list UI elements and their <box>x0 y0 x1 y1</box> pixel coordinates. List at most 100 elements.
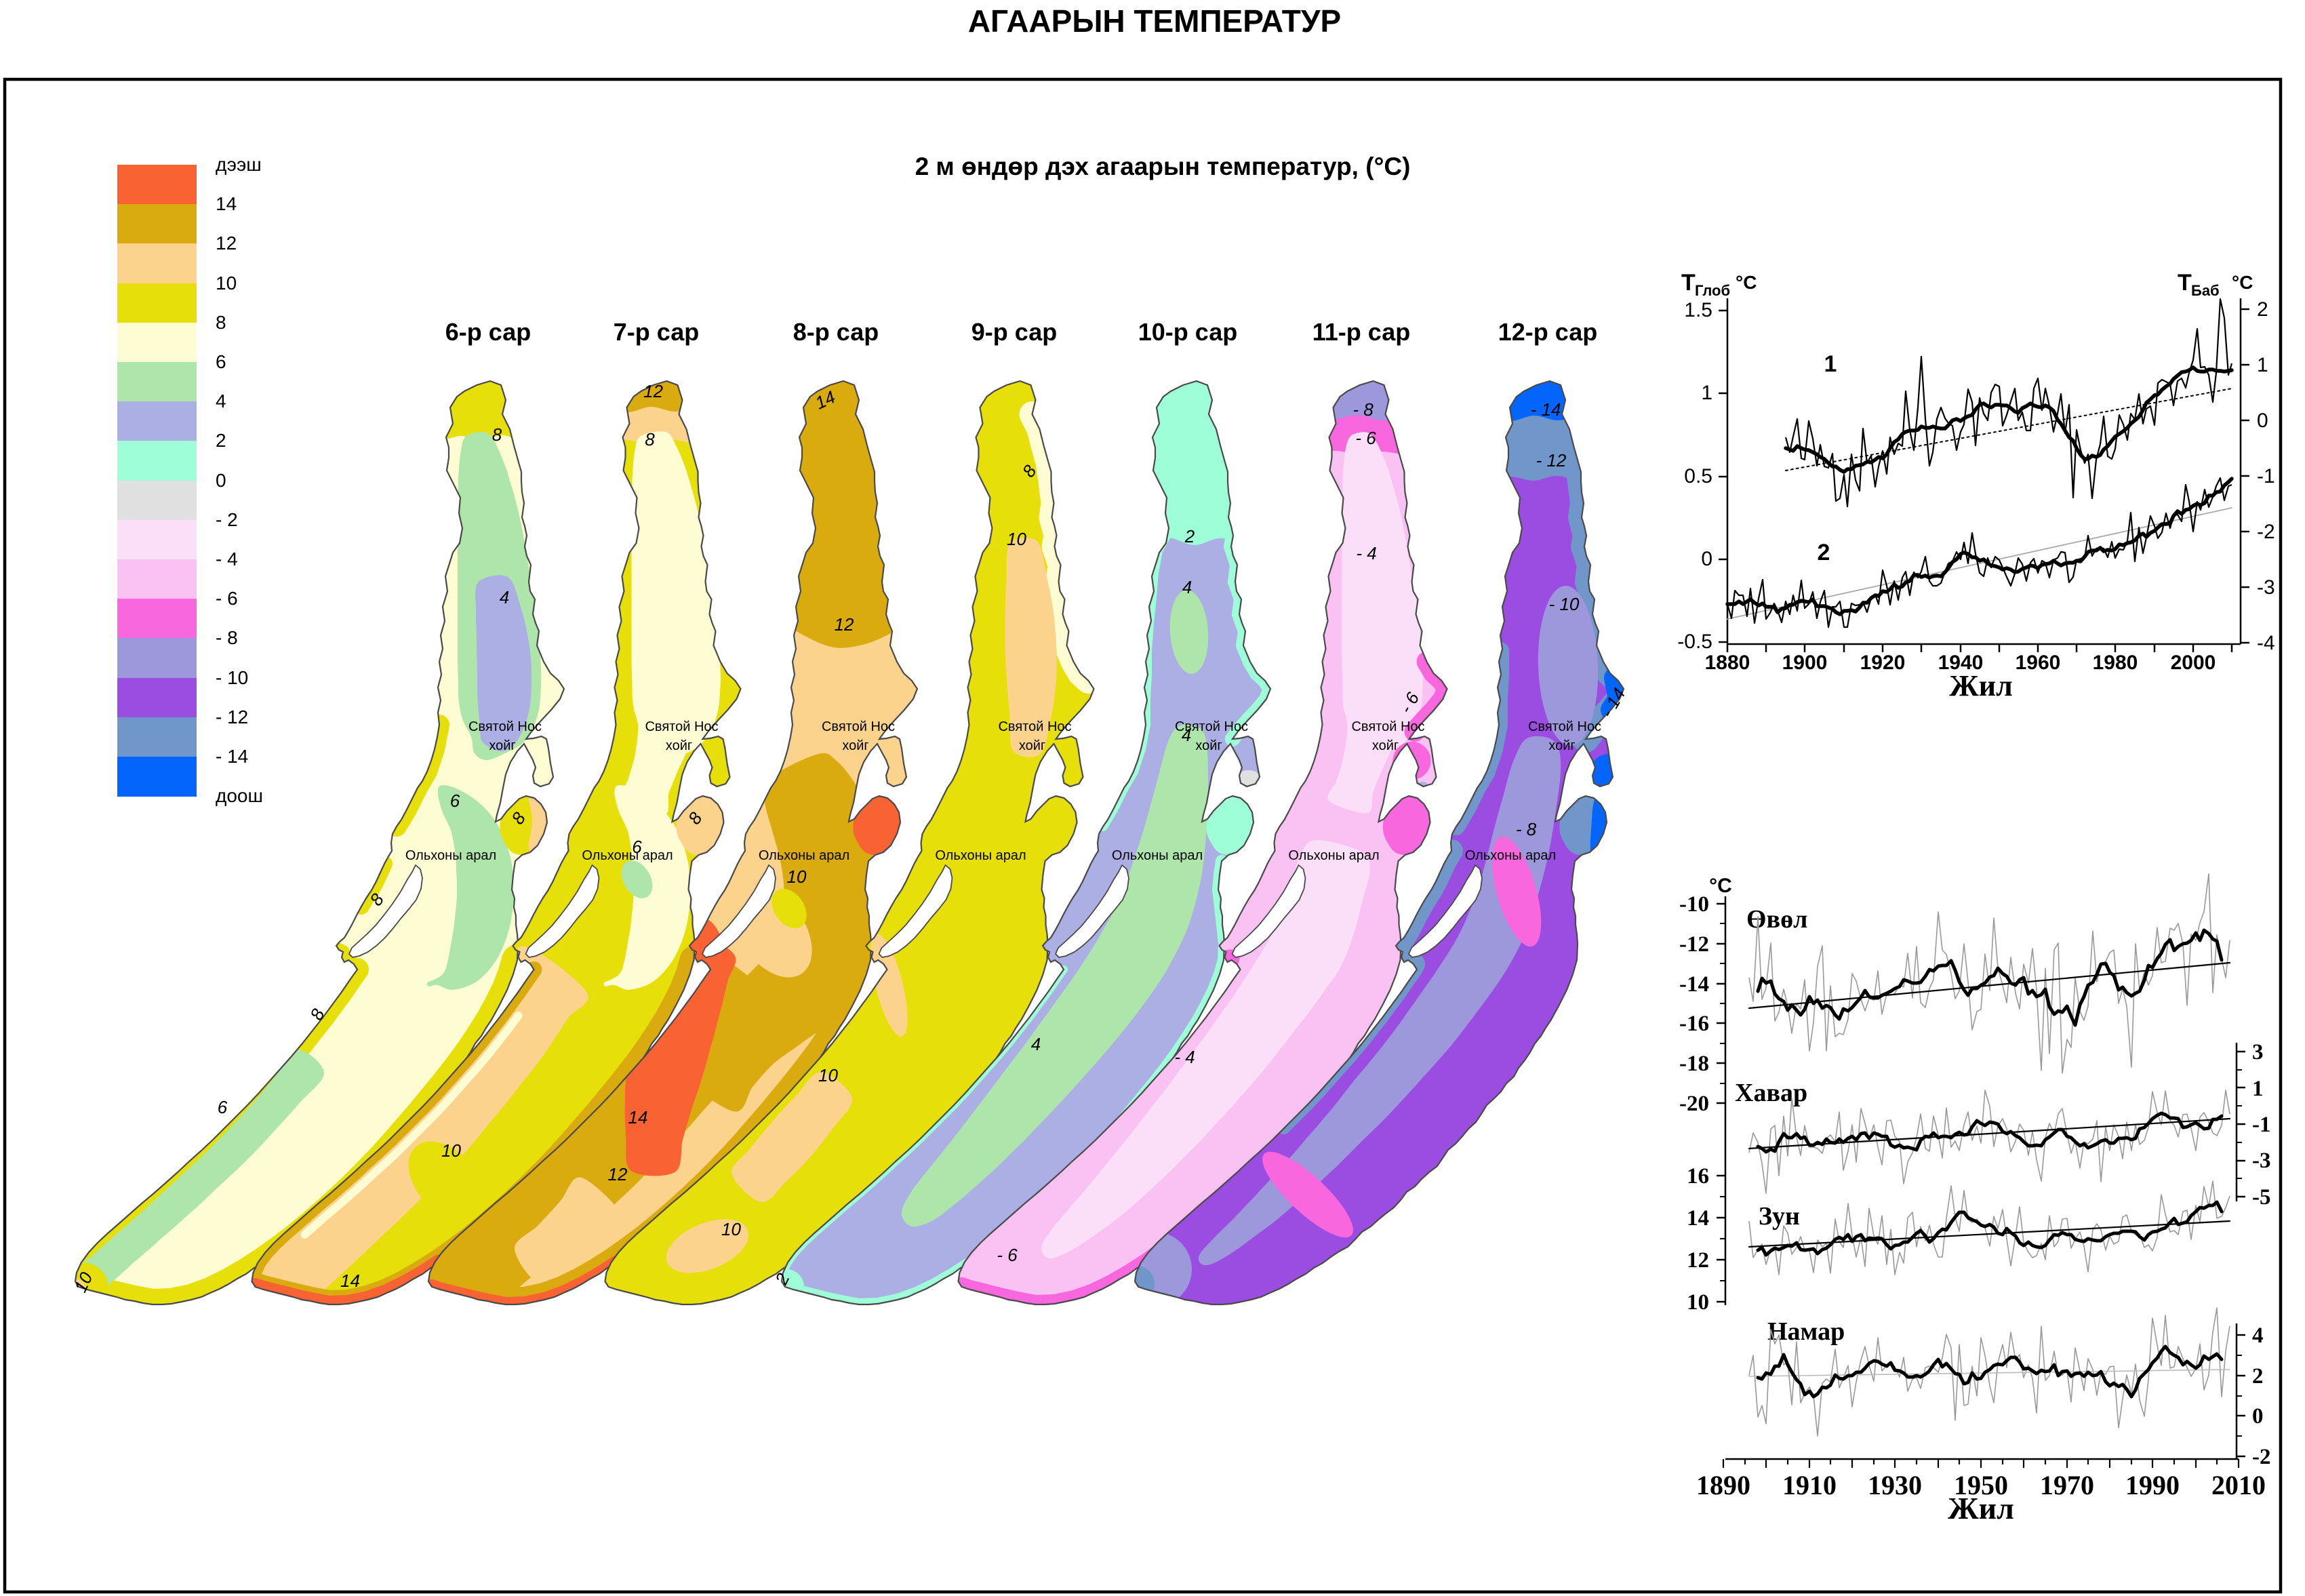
svg-text:2000: 2000 <box>2171 652 2216 674</box>
svg-text:12: 12 <box>643 381 663 401</box>
svg-text:1940: 1940 <box>1938 652 1984 674</box>
svg-text:Зун: Зун <box>1759 1202 1800 1231</box>
svg-text:2: 2 <box>216 430 226 451</box>
svg-text:- 8: - 8 <box>1516 819 1537 839</box>
svg-text:10: 10 <box>441 1140 461 1161</box>
svg-text:14: 14 <box>340 1271 360 1291</box>
svg-text:6: 6 <box>216 351 226 372</box>
svg-text:- 4: - 4 <box>1356 543 1376 563</box>
svg-text:4: 4 <box>1182 577 1192 597</box>
svg-text:4: 4 <box>2252 1323 2264 1348</box>
svg-text:1: 1 <box>2252 1077 2264 1101</box>
svg-text:12: 12 <box>835 614 854 635</box>
svg-text:-2: -2 <box>2252 1445 2271 1469</box>
svg-text:10: 10 <box>1007 529 1026 549</box>
svg-text:1980: 1980 <box>2093 652 2138 674</box>
svg-text:8: 8 <box>645 429 655 450</box>
svg-text:Т: Т <box>2178 270 2192 296</box>
svg-text:Ольхоны арал: Ольхоны арал <box>405 848 496 863</box>
svg-text:-0.5: -0.5 <box>1677 631 1712 653</box>
svg-text:1900: 1900 <box>1782 652 1828 674</box>
svg-text:Святой Нос: Святой Нос <box>468 719 542 734</box>
svg-text:- 10: - 10 <box>1549 594 1580 614</box>
svg-text:хойг: хойг <box>1019 738 1045 753</box>
svg-text:-10: -10 <box>1679 892 1709 917</box>
svg-text:-1: -1 <box>2257 465 2275 487</box>
svg-text:14: 14 <box>216 193 237 214</box>
svg-text:Жил: Жил <box>1948 1491 2014 1525</box>
svg-text:- 6: - 6 <box>997 1245 1018 1265</box>
svg-text:хойг: хойг <box>1372 738 1399 753</box>
svg-text:12-р сар: 12-р сар <box>1498 318 1598 346</box>
svg-text:Хавар: Хавар <box>1735 1079 1807 1107</box>
svg-text:Святой Нос: Святой Нос <box>822 719 895 734</box>
svg-text:Ольхоны арал: Ольхоны арал <box>935 848 1026 863</box>
svg-text:8-р сар: 8-р сар <box>793 318 879 346</box>
svg-text:-20: -20 <box>1679 1092 1709 1116</box>
svg-text:хойг: хойг <box>489 738 515 753</box>
svg-text:10: 10 <box>216 273 237 294</box>
svg-text:°C: °C <box>1736 272 1757 293</box>
svg-text:-16: -16 <box>1679 1012 1709 1036</box>
svg-text:- 12: - 12 <box>1536 450 1567 471</box>
svg-text:12: 12 <box>1687 1248 1709 1273</box>
svg-text:1910: 1910 <box>1782 1470 1837 1500</box>
svg-text:1: 1 <box>2257 354 2268 376</box>
svg-text:6: 6 <box>450 791 460 811</box>
svg-text:Святой Нос: Святой Нос <box>1175 719 1248 734</box>
svg-text:-3: -3 <box>2257 576 2275 599</box>
svg-text:4: 4 <box>1182 725 1191 745</box>
svg-text:°C: °C <box>2232 272 2253 293</box>
svg-text:Жил: Жил <box>1949 669 2013 702</box>
svg-text:Ольхоны арал: Ольхоны арал <box>759 848 849 863</box>
svg-text:- 12: - 12 <box>216 706 248 727</box>
svg-text:- 8: - 8 <box>1352 399 1374 420</box>
svg-text:Глоб: Глоб <box>1695 282 1730 299</box>
svg-text:1890: 1890 <box>1696 1470 1750 1500</box>
svg-text:10-р сар: 10-р сар <box>1138 318 1238 346</box>
svg-text:1920: 1920 <box>1860 652 1906 674</box>
svg-text:-18: -18 <box>1679 1052 1709 1076</box>
svg-text:0: 0 <box>2257 410 2268 432</box>
svg-text:хойг: хойг <box>1195 738 1222 753</box>
svg-text:1960: 1960 <box>2016 652 2061 674</box>
svg-text:Святой Нос: Святой Нос <box>645 719 718 734</box>
svg-text:Ольхоны арал: Ольхоны арал <box>1465 848 1556 863</box>
svg-text:хойг: хойг <box>842 738 868 753</box>
svg-text:1880: 1880 <box>1705 652 1750 674</box>
svg-text:- 14: - 14 <box>216 746 248 767</box>
svg-text:- 2: - 2 <box>216 509 238 530</box>
svg-text:12: 12 <box>608 1164 628 1184</box>
svg-text:1970: 1970 <box>2040 1470 2094 1500</box>
svg-text:Ольхоны арал: Ольхоны арал <box>582 848 673 863</box>
svg-text:АГААРЫН ТЕМПЕРАТУР: АГААРЫН ТЕМПЕРАТУР <box>968 3 1341 39</box>
svg-text:7-р сар: 7-р сар <box>614 318 699 346</box>
svg-text:0: 0 <box>2252 1404 2264 1429</box>
svg-text:1930: 1930 <box>1868 1470 1922 1500</box>
svg-text:-2: -2 <box>2257 521 2275 543</box>
svg-text:-5: -5 <box>2252 1185 2271 1210</box>
svg-text:1: 1 <box>1824 351 1837 377</box>
svg-text:0: 0 <box>216 470 226 491</box>
svg-text:- 10: - 10 <box>216 667 248 688</box>
svg-text:Святой Нос: Святой Нос <box>998 719 1071 734</box>
svg-text:9-р сар: 9-р сар <box>971 318 1057 346</box>
svg-text:14: 14 <box>1687 1206 1709 1231</box>
svg-text:14: 14 <box>628 1107 648 1128</box>
svg-text:Т: Т <box>1681 270 1696 296</box>
svg-text:Намар: Намар <box>1767 1317 1845 1346</box>
svg-text:3: 3 <box>2252 1040 2264 1064</box>
svg-text:дээш: дээш <box>216 154 262 175</box>
svg-text:- 8: - 8 <box>216 627 238 648</box>
svg-text:Ольхоны арал: Ольхоны арал <box>1288 848 1379 863</box>
svg-text:°C: °C <box>1709 875 1732 897</box>
svg-text:4: 4 <box>1031 1034 1041 1054</box>
svg-text:1950: 1950 <box>1954 1470 2008 1500</box>
svg-text:доош: доош <box>216 785 263 806</box>
svg-text:-4: -4 <box>2257 632 2275 654</box>
svg-text:4: 4 <box>216 391 226 412</box>
svg-text:хойг: хойг <box>1548 738 1575 753</box>
svg-text:2: 2 <box>1184 526 1195 546</box>
svg-text:Ольхоны арал: Ольхоны арал <box>1112 848 1203 863</box>
svg-text:2010: 2010 <box>2211 1470 2266 1500</box>
